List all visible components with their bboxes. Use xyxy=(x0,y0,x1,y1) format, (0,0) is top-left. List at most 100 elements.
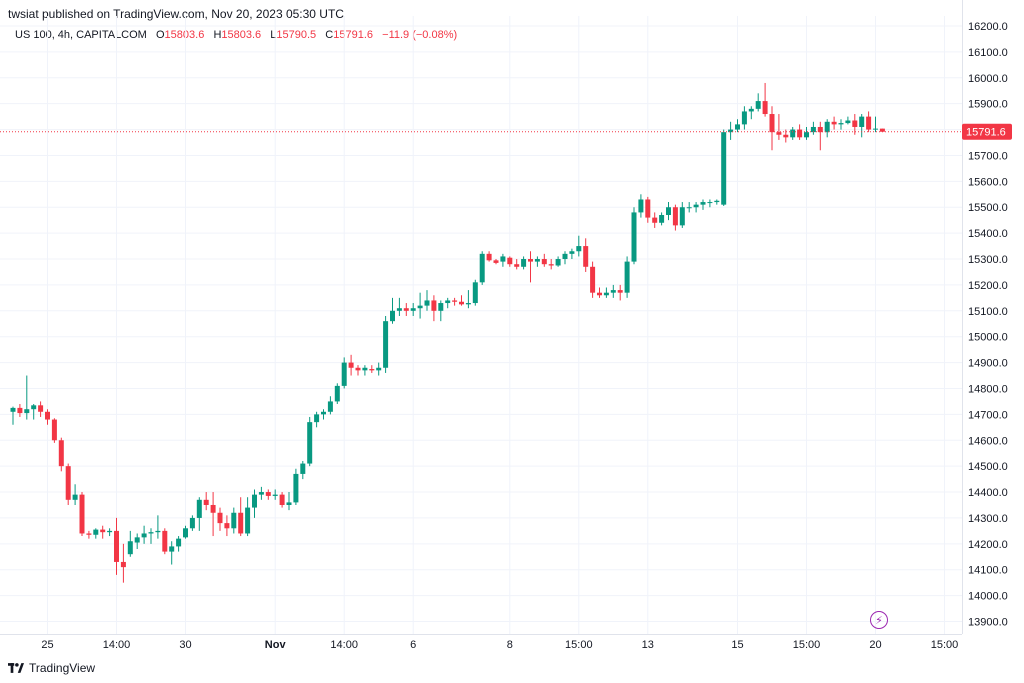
candle xyxy=(500,253,506,267)
candle xyxy=(679,202,685,228)
brand-name: TradingView xyxy=(29,661,96,675)
candle-body xyxy=(859,116,865,127)
candle-body xyxy=(65,466,71,500)
candle xyxy=(93,528,99,539)
candle xyxy=(452,297,458,306)
candle xyxy=(493,259,499,265)
high-label: H xyxy=(213,29,222,41)
candle-body xyxy=(762,101,768,115)
candle xyxy=(148,528,154,544)
candle xyxy=(252,489,257,518)
time-tick-label: 25 xyxy=(41,639,53,651)
candle-body xyxy=(804,132,809,138)
candle xyxy=(410,303,416,316)
candle-body xyxy=(341,362,347,386)
candle-body xyxy=(459,301,464,305)
candle xyxy=(17,404,23,417)
candle xyxy=(776,114,782,140)
time-tick-label: 6 xyxy=(410,639,416,651)
candle-body xyxy=(824,121,830,133)
candle xyxy=(383,315,389,373)
candle-body xyxy=(735,124,740,130)
price-tick-label: 16200.0 xyxy=(968,21,1008,33)
candle-body xyxy=(252,494,257,508)
candle xyxy=(472,279,478,306)
candle-body xyxy=(424,300,430,306)
candle xyxy=(438,300,444,322)
price-tick-label: 14500.0 xyxy=(968,461,1008,473)
price-axis[interactable]: 13900.0 14000.0 14100.0 14200.0 14300.0 14400… xyxy=(962,0,1008,634)
candle-body xyxy=(321,411,326,415)
time-axis[interactable]: 25 14:00 30 Nov 14:00 6 8 15:00 13 15 15:00 20 15:00 xyxy=(0,634,962,652)
candle xyxy=(479,251,485,285)
price-tick-label: 14700.0 xyxy=(968,409,1008,421)
open-value: 15803.6 xyxy=(164,29,205,41)
candle xyxy=(638,194,644,218)
candle-body xyxy=(396,308,402,311)
candle-body xyxy=(286,502,292,505)
candle-body xyxy=(465,303,471,305)
candle-body xyxy=(652,217,658,223)
candle-body xyxy=(810,126,816,133)
candle-body xyxy=(176,538,182,547)
close-label: C xyxy=(325,29,334,41)
candle-body xyxy=(203,499,209,505)
candle xyxy=(631,207,637,265)
candle-body xyxy=(541,259,547,265)
price-tick-label: 14400.0 xyxy=(968,487,1008,499)
candle xyxy=(748,106,754,120)
time-tick-label: 30 xyxy=(179,639,191,651)
candle xyxy=(272,489,278,500)
price-tick-label: 15000.0 xyxy=(968,332,1008,344)
candle xyxy=(431,295,437,322)
candle-body xyxy=(390,310,395,322)
candle-body xyxy=(776,132,782,135)
published-caption: twsiat published on TradingView.com, Nov… xyxy=(8,7,344,21)
candle xyxy=(376,362,382,376)
candle-body xyxy=(120,561,126,568)
candle xyxy=(707,199,713,208)
candle xyxy=(693,202,699,213)
candle xyxy=(348,354,354,376)
change-value: −11.9 (−0.08%) xyxy=(382,29,458,41)
candle xyxy=(831,116,837,130)
candle-body xyxy=(183,528,188,538)
candle xyxy=(514,259,520,270)
price-tick-label: 14000.0 xyxy=(968,591,1008,603)
candle-body xyxy=(72,494,78,500)
candle-body xyxy=(258,492,264,495)
price-tick-label: 14200.0 xyxy=(968,539,1008,551)
candle xyxy=(714,199,720,205)
candle xyxy=(231,507,237,534)
candle xyxy=(279,492,285,508)
candle xyxy=(659,212,665,226)
candle xyxy=(38,401,44,417)
candle xyxy=(672,204,678,231)
candle xyxy=(645,196,651,223)
candle-body xyxy=(134,537,140,543)
candle-body xyxy=(369,369,375,371)
candle-body xyxy=(17,407,23,414)
candle-body xyxy=(852,120,858,127)
candle-body xyxy=(534,259,540,262)
candle-body xyxy=(638,199,644,213)
candle-body xyxy=(107,530,113,533)
candle xyxy=(804,126,809,140)
candle-body xyxy=(114,530,119,562)
candle xyxy=(528,251,533,283)
last-price-tag-label: 15791.6 xyxy=(966,127,1006,139)
time-tick-label: 15:00 xyxy=(793,639,821,651)
time-tick-label: 14:00 xyxy=(330,639,358,651)
candle xyxy=(196,497,202,531)
tradingview-brand: TradingView xyxy=(8,661,95,675)
candle xyxy=(507,256,513,267)
candle xyxy=(555,256,561,267)
candle xyxy=(210,492,216,537)
candle-body xyxy=(445,300,451,304)
candle xyxy=(390,297,395,324)
candle xyxy=(314,411,320,428)
lightning-icon[interactable]: ⚡ xyxy=(870,611,888,629)
time-tick-label: 20 xyxy=(869,639,881,651)
candle-body xyxy=(155,530,161,533)
